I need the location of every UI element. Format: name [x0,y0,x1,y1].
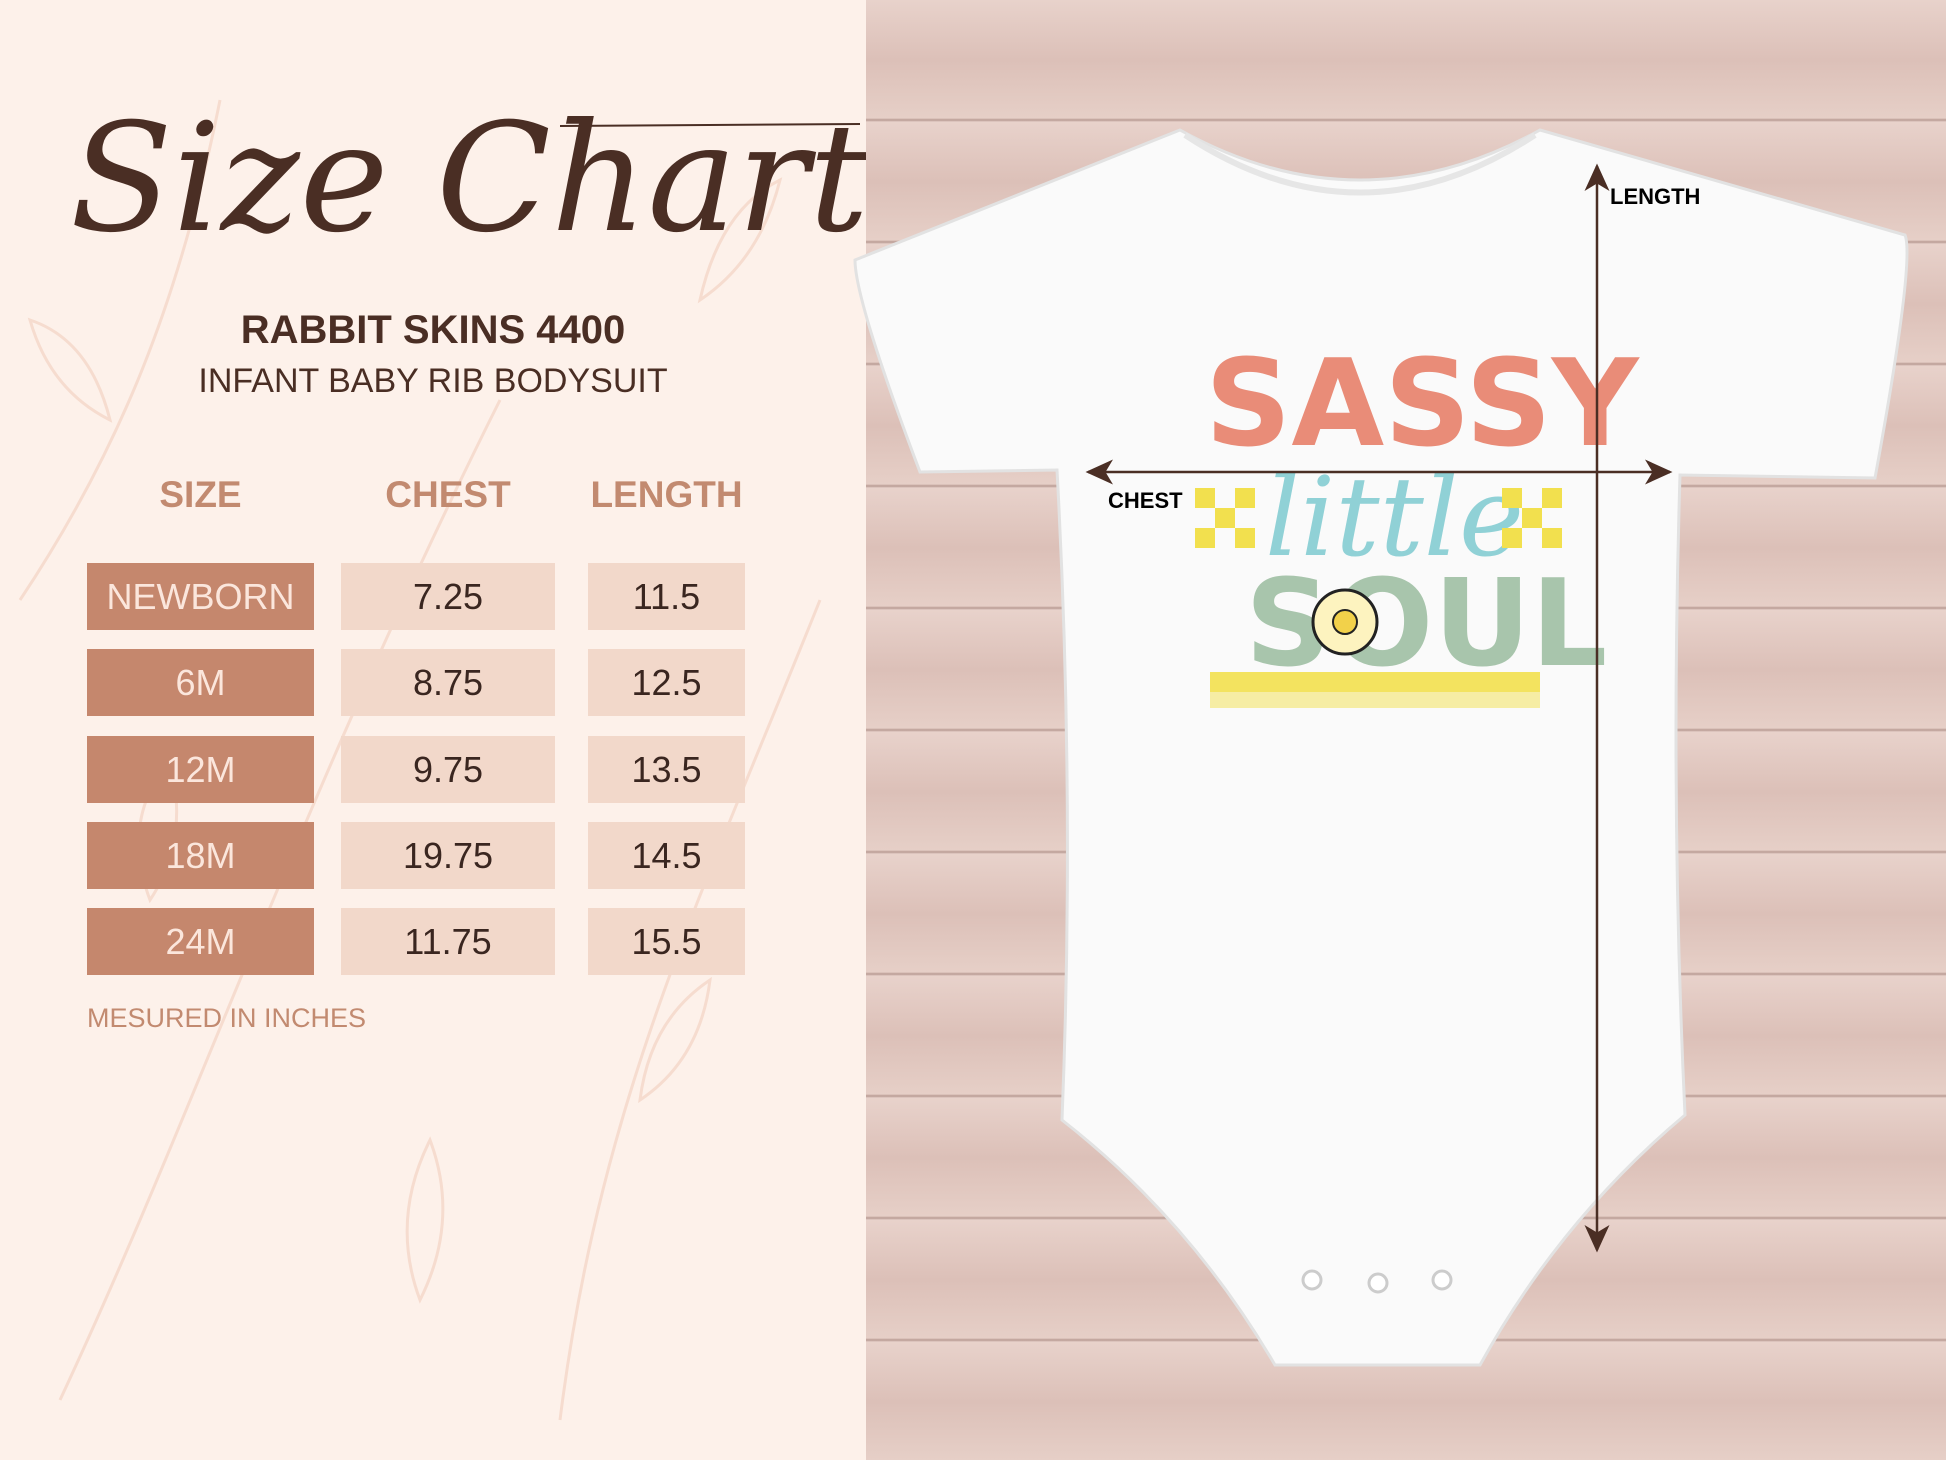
column-header-length: LENGTH [590,474,743,515]
product-name: INFANT BABY RIB BODYSUIT [198,362,668,400]
size-cell: 12M [87,736,314,803]
column-header-size: SIZE [159,474,242,515]
chest-cell: 11.75 [341,908,555,975]
chest-cell: 9.75 [341,736,555,803]
length-label: LENGTH [1610,184,1700,209]
size-chart-title: Size Chart [70,92,870,266]
length-cell: 13.5 [588,736,745,803]
length-cell: 14.5 [588,822,745,889]
chest-label: CHEST [1108,488,1183,513]
svg-text:SOUL: SOUL [1245,555,1607,694]
measurement-note: MESURED IN INCHES [87,1003,367,1033]
chest-cell: 8.75 [341,649,555,716]
brand-name: RABBIT SKINS 4400 [240,308,626,352]
size-cell: 18M [87,822,314,889]
length-cell: 15.5 [588,908,745,975]
smiley-icon [1332,609,1358,635]
bodysuit-shape [853,128,1909,1367]
svg-text:SASSY: SASSY [1205,335,1641,474]
chest-cell: 19.75 [341,822,555,889]
size-cell: NEWBORN [87,563,314,630]
size-cell: 24M [87,908,314,975]
snap-buttons [1301,1269,1453,1294]
sassy-little-soul-design: SASSY little SOUL [1195,335,1641,708]
chest-cell: 7.25 [341,563,555,630]
size-chart-panel: Size Chart RABBIT SKINS 4400 INFANT BABY… [0,0,870,1460]
size-cell: 6M [87,649,314,716]
svg-text:Size Chart: Size Chart [70,92,870,266]
length-cell: 12.5 [588,649,745,716]
length-cell: 11.5 [588,563,745,630]
column-header-chest: CHEST [385,474,511,515]
